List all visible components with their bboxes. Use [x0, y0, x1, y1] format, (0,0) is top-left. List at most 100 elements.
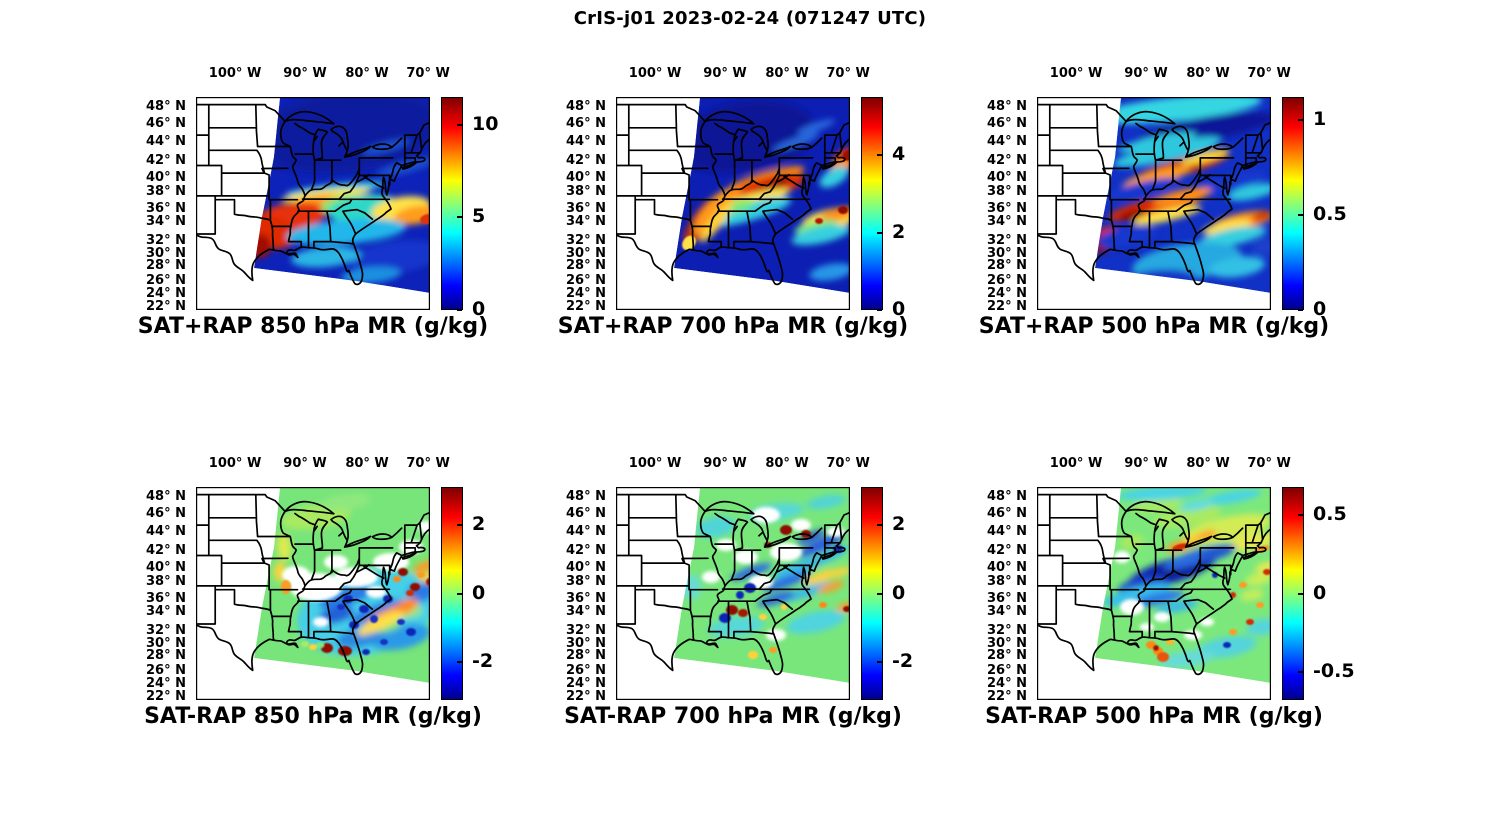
colorbar-tick-label: 4 [892, 143, 906, 166]
lat-tick-label: 24° N [987, 676, 1027, 692]
colorbar-tick-label: -2 [892, 650, 914, 673]
lat-tick-label: 40° N [987, 560, 1027, 576]
colorbar-tick-label: 0.5 [1313, 503, 1347, 526]
lat-tick-label: 46° N [566, 505, 606, 521]
lat-tick-label: 34° N [566, 604, 606, 620]
lat-tick-label: 28° N [566, 647, 606, 663]
lat-tick-label: 26° N [146, 272, 186, 288]
lat-tick-label: 38° N [987, 184, 1027, 200]
lat-tick-label: 46° N [987, 115, 1027, 131]
lat-tick-label: 48° N [987, 489, 1027, 505]
lat-tick-label: 34° N [987, 214, 1027, 230]
lat-tick-label: 44° N [987, 524, 1027, 540]
colorbar-tick [1298, 670, 1303, 673]
lat-tick-label: 34° N [987, 604, 1027, 620]
lat-tick-label: 28° N [146, 647, 186, 663]
lat-tick-label: 26° N [566, 662, 606, 678]
colorbar-tick [877, 154, 882, 157]
lon-tick-label: 70° W [826, 66, 870, 81]
colorbar-tick [457, 592, 462, 595]
lat-tick-label: 48° N [146, 489, 186, 505]
colorbar-tick [1298, 592, 1303, 595]
lat-tick-label: 22° N [987, 689, 1027, 705]
panel-title: SAT-RAP 700 hPa MR (g/kg) [564, 704, 902, 729]
colorbar-tick [877, 661, 882, 664]
colorbar [1282, 97, 1304, 310]
lon-tick-label: 70° W [1247, 66, 1291, 81]
lat-tick-label: 38° N [566, 574, 606, 590]
lon-tick-label: 80° W [1186, 66, 1230, 81]
colorbar [441, 97, 463, 310]
colorbar-tick [457, 523, 462, 526]
lat-tick-label: 44° N [146, 134, 186, 150]
lat-tick-label: 30° N [566, 636, 606, 652]
colorbar-tick-label: -2 [472, 650, 494, 673]
lon-tick-label: 70° W [406, 456, 450, 471]
lon-tick-label: 70° W [1247, 456, 1291, 471]
lat-tick-label: 46° N [566, 115, 606, 131]
colorbar-tick-label: 0.5 [1313, 202, 1347, 225]
colorbar-tick-label: 2 [892, 512, 906, 535]
colorbar-tick [1298, 514, 1303, 517]
colorbar-tick [457, 309, 462, 311]
lat-tick-label: 48° N [566, 99, 606, 115]
lat-tick-label: 24° N [987, 286, 1027, 302]
colorbar-tick-label: 0 [892, 298, 906, 320]
colorbar-tick-label: 1 [1313, 107, 1327, 130]
lat-tick-label: 26° N [987, 272, 1027, 288]
lat-tick-label: 32° N [566, 622, 606, 638]
colorbar [441, 487, 463, 700]
colorbar-tick-label: 0 [1313, 298, 1327, 320]
lat-tick-label: 44° N [987, 134, 1027, 150]
lat-tick-label: 32° N [566, 232, 606, 248]
map-panel-sat-minus-rap-700: 100° W 90° W 80° W 70° W 48° N 46° N 44° N 42° … [564, 456, 913, 729]
colorbar-tick [1298, 118, 1303, 121]
lat-tick-label: 28° N [566, 257, 606, 273]
lon-tick-label: 90° W [283, 456, 327, 471]
lon-tick-label: 100° W [208, 66, 262, 81]
map-panel-sat-plus-rap-700: 100° W 90° W 80° W 70° W 48° N 46° N 44° N 42° … [558, 66, 908, 339]
lat-tick-label: 48° N [566, 489, 606, 505]
lat-tick-label: 34° N [146, 604, 186, 620]
colorbar-tick [877, 592, 882, 595]
lat-tick-label: 28° N [987, 647, 1027, 663]
lat-tick-label: 38° N [987, 574, 1027, 590]
lat-tick-label: 32° N [987, 232, 1027, 248]
lat-tick-label: 44° N [566, 134, 606, 150]
lat-tick-label: 28° N [146, 257, 186, 273]
lat-tick-label: 38° N [566, 184, 606, 200]
panel-title: SAT+RAP 500 hPa MR (g/kg) [978, 314, 1330, 339]
colorbar-tick [877, 231, 882, 234]
colorbar [861, 97, 883, 310]
panel-title: SAT+RAP 700 hPa MR (g/kg) [557, 314, 909, 339]
lat-tick-label: 42° N [146, 152, 186, 168]
colorbar-tick-label: 0 [472, 298, 486, 320]
lat-tick-label: 22° N [146, 689, 186, 705]
panel-title: SAT-RAP 500 hPa MR (g/kg) [985, 704, 1323, 729]
lat-tick-label: 42° N [146, 542, 186, 558]
lon-tick-label: 70° W [826, 456, 870, 471]
lat-tick-label: 30° N [987, 636, 1027, 652]
map-svg [1037, 97, 1271, 310]
lat-tick-label: 30° N [146, 636, 186, 652]
lat-tick-label: 22° N [146, 299, 186, 315]
lat-tick-label: 24° N [566, 286, 606, 302]
lat-tick-label: 46° N [987, 505, 1027, 521]
colorbar-tick [877, 309, 882, 311]
lat-tick-label: 22° N [987, 299, 1027, 315]
lat-tick-label: 32° N [987, 622, 1027, 638]
lat-tick-label: 40° N [566, 560, 606, 576]
map-panel-sat-plus-rap-500: 100° W 90° W 80° W 70° W 48° N 46° N 44° N 42° … [979, 66, 1347, 339]
lat-tick-label: 44° N [146, 524, 186, 540]
data-swath [254, 487, 430, 683]
lat-tick-label: 36° N [146, 200, 186, 216]
lat-tick-label: 42° N [987, 152, 1027, 168]
lon-tick-label: 80° W [765, 66, 809, 81]
colorbar-tick-label: 5 [472, 205, 486, 228]
figure-title: CrIS-j01 2023-02-24 (071247 UTC) [573, 8, 927, 29]
colorbar-tick-label: 10 [472, 112, 499, 135]
lon-tick-label: 80° W [345, 66, 389, 81]
colorbar-tick [457, 661, 462, 664]
lat-tick-label: 24° N [566, 676, 606, 692]
colorbar [1282, 487, 1304, 700]
